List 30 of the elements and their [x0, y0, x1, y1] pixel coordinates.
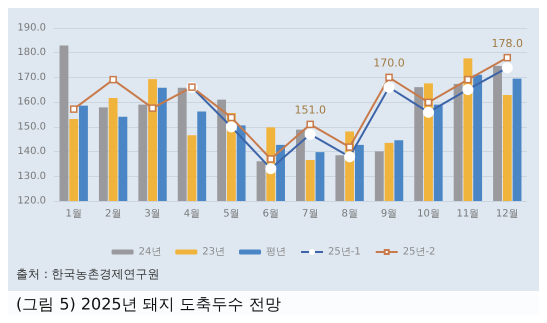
x-tick-label: 9월 — [380, 208, 398, 220]
legend-label: 25년-2 — [402, 246, 436, 258]
x-tick-label: 11월 — [456, 208, 480, 220]
text: (그림 5) 2025년 돼지 도축두수 전망 — [16, 294, 281, 314]
legend-label: 24년 — [138, 246, 162, 258]
x-tick-label: 2월 — [104, 208, 122, 220]
y-tick-label: 190.0 — [17, 22, 46, 34]
legend-label: 25년-1 — [328, 246, 361, 258]
x-tick-label: 5월 — [223, 208, 240, 220]
legend-label: 23년 — [202, 246, 226, 258]
source-note: 출처 : 한국농촌경제연구원 — [16, 267, 160, 281]
y-tick-label: 160.0 — [17, 96, 46, 108]
y-tick-label: 150.0 — [17, 121, 46, 132]
y-tick-label: 180.0 — [17, 47, 46, 58]
x-tick-label: 7월 — [302, 208, 318, 220]
data-label: 151.0 — [294, 104, 326, 117]
legend-label: 평년 — [266, 246, 286, 258]
data-label: 178.0 — [492, 36, 524, 50]
y-tick-label: 140.0 — [17, 146, 46, 158]
y-tick-label: 120.0 — [17, 196, 46, 206]
x-tick-label: 10월 — [417, 208, 440, 220]
x-tick-label: 12월 — [496, 208, 519, 220]
x-tick-label: 4월 — [184, 208, 200, 220]
x-tick-label: 6월 — [262, 208, 279, 220]
data-label: 170.0 — [373, 56, 405, 70]
x-tick-label: 1월 — [66, 208, 82, 220]
y-tick-label: 170.0 — [17, 72, 46, 83]
x-tick-label: 3월 — [144, 208, 161, 220]
x-tick-label: 8월 — [341, 208, 358, 220]
y-tick-label: 130.0 — [17, 170, 46, 182]
